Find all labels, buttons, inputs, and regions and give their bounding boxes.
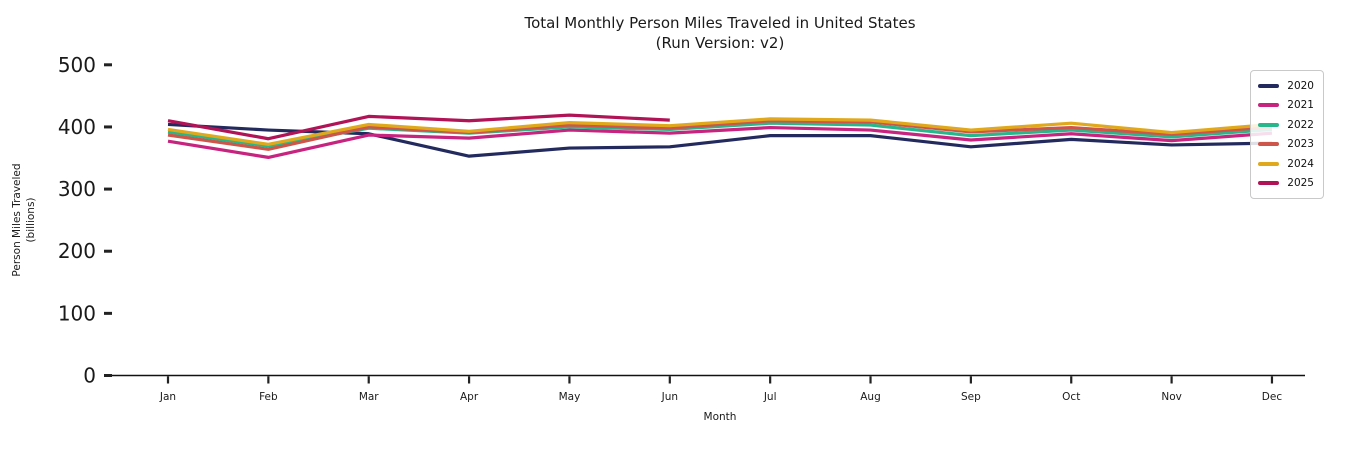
y-tick-label-500: 500 — [58, 53, 96, 77]
legend-item-2025: 2025 — [1258, 174, 1314, 194]
y-axis-label-line2: (billions) — [25, 197, 37, 243]
legend-label-2023: 2023 — [1287, 138, 1314, 151]
series-line-2024 — [167, 117, 1273, 146]
x-tick-label-Feb: Feb — [259, 391, 278, 403]
chart-title-line1: Total Monthly Person Miles Traveled in U… — [524, 14, 916, 32]
legend-item-2022: 2022 — [1258, 115, 1314, 135]
x-tick-label-Mar: Mar — [359, 391, 379, 403]
legend-swatch-2024 — [1258, 161, 1280, 166]
legend-swatch-2025 — [1258, 181, 1280, 186]
chart-title: Total Monthly Person Miles Traveled in U… — [524, 13, 915, 53]
legend-item-2020: 2020 — [1258, 76, 1314, 96]
legend-swatch-2021 — [1258, 103, 1280, 108]
y-tick-label-0: 0 — [83, 364, 96, 388]
legend-label-2020: 2020 — [1287, 79, 1314, 92]
x-tick-label-Dec: Dec — [1262, 391, 1283, 403]
legend: 2020 2021 2022 2023 2024 2025 — [1250, 70, 1324, 199]
x-tick-label-Jul: Jul — [763, 391, 777, 403]
y-tick-label-200: 200 — [58, 239, 96, 263]
series-line-2021 — [167, 125, 1273, 159]
legend-label-2022: 2022 — [1287, 118, 1314, 131]
series-line-2020 — [167, 122, 1272, 158]
legend-label-2024: 2024 — [1287, 157, 1314, 170]
legend-swatch-2020 — [1258, 83, 1280, 88]
legend-item-2021: 2021 — [1258, 96, 1314, 116]
y-axis-label: Person Miles Traveled (billions) — [10, 163, 38, 276]
legend-label-2025: 2025 — [1287, 177, 1314, 190]
legend-swatch-2023 — [1258, 142, 1280, 147]
x-tick-label-Nov: Nov — [1161, 391, 1182, 403]
x-tick-label-Sep: Sep — [961, 391, 981, 403]
series-line-2025 — [167, 113, 670, 141]
x-tick-label-Jun: Jun — [661, 391, 678, 403]
chart-title-line2: (Run Version: v2) — [655, 34, 785, 52]
y-tick-label-300: 300 — [58, 177, 96, 201]
x-tick-label-Aug: Aug — [860, 391, 881, 403]
x-tick-label-Jan: Jan — [159, 391, 176, 403]
legend-label-2021: 2021 — [1287, 99, 1314, 112]
x-tick-label-Apr: Apr — [460, 391, 479, 403]
series-line-2023 — [167, 119, 1273, 151]
legend-swatch-2022 — [1258, 122, 1280, 127]
legend-item-2023: 2023 — [1258, 135, 1314, 155]
x-tick-label-May: May — [559, 391, 581, 403]
y-tick-label-100: 100 — [58, 301, 96, 325]
legend-item-2024: 2024 — [1258, 154, 1314, 174]
y-tick-label-400: 400 — [58, 115, 96, 139]
x-tick-label-Oct: Oct — [1062, 391, 1080, 403]
x-axis-label: Month — [703, 411, 737, 423]
y-axis-label-line1: Person Miles Traveled — [11, 163, 23, 277]
